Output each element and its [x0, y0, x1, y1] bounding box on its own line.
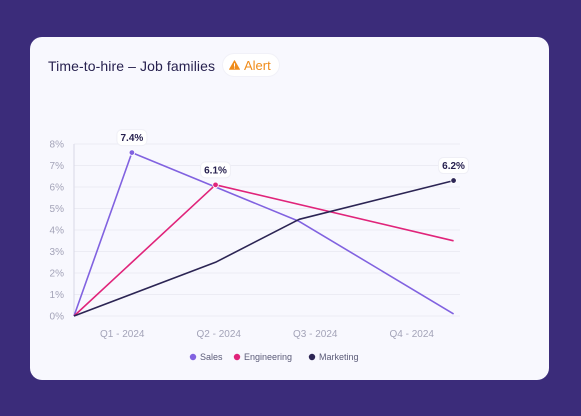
legend-marker-engineering	[233, 353, 241, 361]
x-tick-label: Q4 - 2024	[390, 329, 435, 340]
y-tick-label: 0%	[50, 312, 65, 323]
y-tick-label: 7%	[50, 161, 65, 172]
data-label: 6.1%	[204, 165, 227, 176]
y-tick-label: 1%	[50, 290, 65, 301]
data-label-bg	[200, 161, 232, 179]
x-tick-label: Q1 - 2024	[100, 329, 145, 340]
y-tick-label: 8%	[50, 140, 65, 151]
alert-label: Alert	[244, 57, 271, 73]
x-tick-label: Q3 - 2024	[293, 329, 338, 340]
series-line-engineering	[73, 184, 454, 317]
legend-label-marketing: Marketing	[319, 352, 359, 362]
data-label: 7.4%	[121, 133, 144, 144]
y-tick-label: 4%	[50, 226, 65, 237]
x-tick-label: Q2 - 2024	[197, 329, 242, 340]
data-point-engineering	[212, 181, 219, 189]
y-tick-label: 2%	[50, 269, 65, 280]
data-point-sales	[128, 149, 136, 156]
series-line-sales	[73, 151, 455, 317]
legend-label-engineering: Engineering	[244, 352, 292, 362]
data-label: 6.2%	[442, 161, 465, 172]
y-tick-label: 6%	[50, 183, 65, 194]
series-line-marketing	[73, 179, 454, 317]
alert-badge[interactable]: Alert	[223, 54, 279, 76]
y-tick-label: 5%	[50, 204, 65, 215]
legend-marker-sales	[189, 353, 197, 361]
chart-card: Time-to-hire – Job families Alert 0% 1% 2%…	[30, 37, 549, 380]
warning-icon	[229, 60, 240, 70]
data-label-bg	[116, 129, 148, 147]
legend-marker-marketing	[308, 353, 316, 361]
legend-label-sales: Sales	[200, 352, 223, 362]
y-tick-label: 3%	[50, 247, 65, 258]
chart-title: Time-to-hire – Job families	[48, 58, 216, 74]
data-label-bg	[438, 157, 470, 175]
data-point-marketing	[450, 177, 457, 184]
line-chart: 0% 1% 2% 3% 4% 5% 6% 7% 8% Q1 - 2024 Q2 - 2024 Q3 -…	[50, 129, 470, 362]
